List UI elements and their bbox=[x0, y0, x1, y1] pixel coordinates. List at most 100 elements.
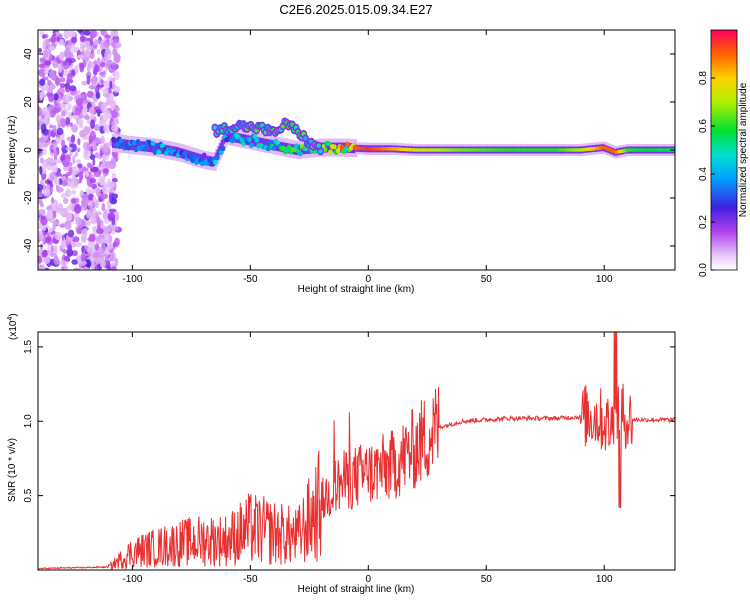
noise-mark bbox=[81, 245, 85, 254]
noise-mark bbox=[54, 77, 61, 86]
noise-mark bbox=[40, 243, 43, 251]
ridge-core-mark bbox=[345, 141, 350, 147]
noise-mark bbox=[74, 106, 81, 116]
noise-mark bbox=[53, 163, 58, 173]
noise-mark bbox=[61, 266, 65, 270]
ridge-core-mark bbox=[254, 137, 260, 143]
noise-mark bbox=[108, 234, 113, 243]
noise-mark bbox=[73, 267, 81, 270]
noise-mark bbox=[93, 124, 101, 131]
noise-mark bbox=[62, 165, 71, 171]
noise-mark bbox=[64, 189, 72, 198]
noise-mark bbox=[82, 125, 91, 136]
noise-mark bbox=[111, 62, 117, 71]
noise-mark bbox=[38, 266, 44, 270]
noise-mark bbox=[103, 208, 108, 215]
noise-mark bbox=[114, 106, 120, 113]
noise-mark bbox=[74, 242, 82, 248]
noise-mark bbox=[65, 212, 70, 221]
noise-mark bbox=[79, 44, 85, 52]
noise-mark bbox=[72, 154, 76, 165]
noise-mark bbox=[110, 252, 116, 262]
noise-mark bbox=[109, 92, 115, 100]
noise-mark bbox=[96, 217, 101, 227]
noise-mark bbox=[77, 30, 84, 34]
noise-mark bbox=[94, 199, 99, 209]
noise-mark bbox=[63, 49, 71, 58]
noise-mark bbox=[69, 122, 73, 127]
ridge-core-mark bbox=[118, 138, 124, 144]
noise-mark bbox=[38, 249, 42, 256]
noise-mark bbox=[59, 77, 66, 83]
ridge-core-mark bbox=[131, 140, 137, 146]
noise-mark bbox=[43, 83, 49, 91]
noise-mark bbox=[70, 198, 77, 204]
noise-mark bbox=[113, 70, 120, 81]
ridge-core-mark bbox=[343, 146, 348, 152]
colorbar-ticks: 0.0 0.2 0.4 0.6 0.8 bbox=[698, 71, 715, 277]
noise-mark bbox=[42, 226, 46, 231]
noise-mark bbox=[89, 200, 94, 207]
noise-mark bbox=[93, 64, 100, 73]
noise-mark bbox=[59, 83, 66, 89]
noise-mark bbox=[51, 34, 56, 43]
noise-mark bbox=[62, 249, 68, 254]
noise-mark bbox=[87, 237, 95, 242]
noise-mark bbox=[61, 180, 68, 187]
noise-mark bbox=[60, 117, 66, 128]
ridge-core-mark bbox=[339, 144, 345, 150]
noise-mark bbox=[111, 266, 117, 270]
noise-mark bbox=[54, 244, 58, 255]
colorbar-tick-label: 0.4 bbox=[698, 167, 709, 181]
noise-mark bbox=[82, 30, 91, 36]
noise-mark bbox=[101, 259, 106, 268]
noise-mark bbox=[49, 252, 57, 257]
y-tick-label: 1.5 bbox=[23, 339, 34, 353]
noise-mark bbox=[90, 112, 95, 119]
ridge-core-mark bbox=[224, 137, 230, 143]
noise-mark bbox=[113, 211, 120, 222]
noise-mark bbox=[95, 91, 101, 99]
noise-mark bbox=[95, 188, 101, 197]
noise-mark bbox=[111, 150, 118, 158]
ridge-core-mark bbox=[297, 151, 303, 157]
noise-mark bbox=[49, 69, 55, 80]
noise-mark bbox=[58, 33, 63, 39]
ridge-core-mark bbox=[328, 149, 333, 155]
ridge-core-mark bbox=[135, 139, 141, 145]
spectrogram-y-label: Frequency (Hz) bbox=[7, 116, 18, 185]
noise-mark bbox=[114, 237, 120, 247]
noise-mark bbox=[99, 178, 105, 186]
noise-mark bbox=[38, 48, 43, 53]
noise-mark bbox=[91, 183, 97, 190]
noise-mark bbox=[61, 110, 66, 117]
spectrogram-marks bbox=[38, 30, 675, 270]
noise-mark bbox=[110, 157, 116, 166]
noise-mark bbox=[105, 160, 112, 168]
ridge-core-mark bbox=[126, 145, 131, 151]
noise-mark bbox=[103, 226, 111, 235]
noise-mark bbox=[49, 183, 54, 188]
noise-mark bbox=[39, 31, 45, 36]
noise-mark bbox=[71, 36, 78, 44]
noise-mark bbox=[89, 177, 97, 184]
noise-mark bbox=[113, 193, 119, 199]
noise-mark bbox=[52, 60, 58, 69]
x-tick-label: 0 bbox=[366, 574, 372, 585]
noise-mark bbox=[38, 191, 43, 199]
noise-mark bbox=[38, 63, 46, 69]
noise-mark bbox=[109, 80, 113, 90]
noise-mark bbox=[103, 80, 111, 89]
noise-mark bbox=[43, 60, 52, 66]
ridge-core-mark bbox=[201, 152, 207, 158]
noise-mark bbox=[50, 244, 54, 254]
noise-mark bbox=[79, 35, 86, 43]
x-tick-label: 50 bbox=[481, 274, 493, 285]
noise-mark bbox=[61, 239, 66, 250]
noise-mark bbox=[94, 243, 100, 251]
ridge-core-mark bbox=[156, 149, 162, 155]
noise-mark bbox=[108, 192, 112, 203]
noise-mark bbox=[69, 85, 77, 92]
noise-mark bbox=[92, 251, 100, 259]
noise-mark bbox=[71, 124, 78, 133]
